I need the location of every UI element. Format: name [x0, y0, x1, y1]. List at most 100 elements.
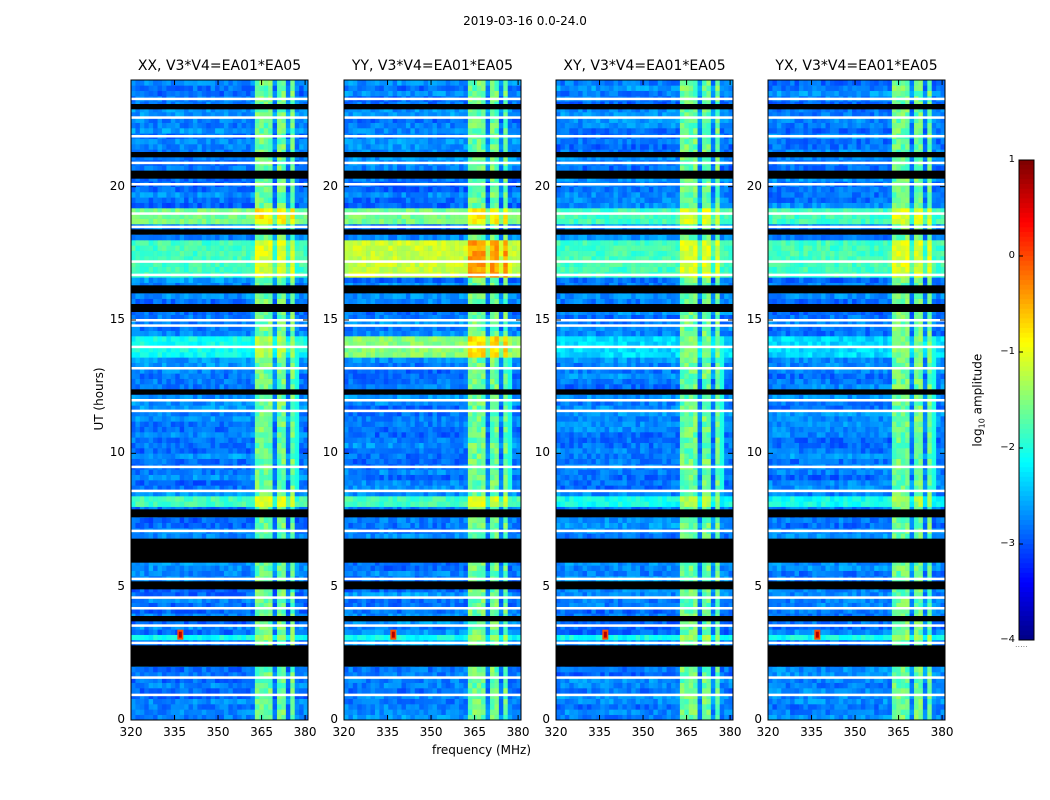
- heatmap-cell: [202, 384, 207, 390]
- data-gap: [131, 274, 308, 277]
- heatmap-cell: [273, 144, 278, 150]
- heatmap-cell: [512, 715, 517, 721]
- heatmap-cell: [193, 91, 198, 97]
- heatmap-cell: [140, 91, 145, 97]
- heatmap-cell: [393, 699, 398, 705]
- heatmap-cell: [233, 187, 238, 193]
- heatmap-cell: [162, 384, 167, 390]
- flagged-band: [131, 285, 308, 293]
- heatmap-cell: [135, 453, 140, 459]
- heatmap-cell: [202, 267, 207, 273]
- heatmap-cell: [268, 165, 273, 171]
- heatmap-cell: [250, 123, 255, 129]
- heatmap-cell: [131, 475, 136, 481]
- heatmap-cell: [273, 496, 278, 502]
- heatmap-cell: [153, 267, 158, 273]
- heatmap-cell: [189, 571, 194, 577]
- heatmap-cell: [233, 123, 238, 129]
- heatmap-cell: [264, 267, 269, 273]
- heatmap-cell: [131, 267, 136, 273]
- heatmap-cell: [299, 85, 304, 91]
- heatmap-cell: [295, 709, 300, 715]
- heatmap-cell: [384, 699, 389, 705]
- heatmap-cell: [180, 91, 185, 97]
- heatmap-cell: [490, 704, 495, 710]
- heatmap-cell: [211, 709, 216, 715]
- heatmap-cell: [286, 523, 291, 529]
- heatmap-cell: [211, 85, 216, 91]
- heatmap-cell: [153, 123, 158, 129]
- heatmap-cell: [206, 715, 211, 721]
- heatmap-cell: [277, 165, 282, 171]
- heatmap-cell: [158, 336, 163, 342]
- heatmap-cell: [158, 523, 163, 529]
- heatmap-cell: [211, 715, 216, 721]
- heatmap-cell: [197, 139, 202, 145]
- heatmap-cell: [206, 197, 211, 203]
- heatmap-cell: [224, 453, 229, 459]
- heatmap-cell: [175, 571, 180, 577]
- heatmap-cell: [149, 219, 154, 225]
- heatmap-cell: [237, 709, 242, 715]
- heatmap-cell: [135, 699, 140, 705]
- heatmap-cell: [197, 240, 202, 246]
- heatmap-cell: [268, 331, 273, 337]
- heatmap-cell: [242, 565, 247, 571]
- heatmap-cell: [140, 523, 145, 529]
- heatmap-cell: [246, 267, 251, 273]
- heatmap-cell: [220, 704, 225, 710]
- heatmap-cell: [228, 144, 233, 150]
- heatmap-cell: [242, 469, 247, 475]
- heatmap-cell: [242, 421, 247, 427]
- heatmap-cell: [149, 139, 154, 145]
- heatmap-cell: [268, 453, 273, 459]
- heatmap-cell: [259, 565, 264, 571]
- heatmap-cell: [268, 245, 273, 251]
- heatmap-cell: [237, 629, 242, 635]
- heatmap-cell: [180, 501, 185, 507]
- heatmap-cell: [273, 240, 278, 246]
- heatmap-cell: [295, 267, 300, 273]
- heatmap-cell: [211, 533, 216, 539]
- heatmap-cell: [250, 437, 255, 443]
- data-gap: [131, 694, 308, 697]
- heatmap-cell: [197, 85, 202, 91]
- heatmap-cell: [166, 293, 171, 299]
- heatmap-cell: [290, 469, 295, 475]
- heatmap-cell: [197, 187, 202, 193]
- heatmap-cell: [149, 571, 154, 577]
- heatmap-cell: [379, 699, 384, 705]
- heatmap-cell: [512, 709, 517, 715]
- heatmap-cell: [211, 459, 216, 465]
- heatmap-cell: [189, 688, 194, 694]
- heatmap-cell: [237, 85, 242, 91]
- heatmap-cell: [246, 80, 251, 86]
- heatmap-cell: [175, 683, 180, 689]
- data-gap: [131, 212, 308, 215]
- heatmap-cell: [189, 123, 194, 129]
- heatmap-cell: [158, 453, 163, 459]
- heatmap-cell: [290, 475, 295, 481]
- heatmap-cell: [242, 667, 247, 673]
- heatmap-cell: [246, 459, 251, 465]
- heatmap-cell: [281, 293, 286, 299]
- heatmap-cell: [184, 245, 189, 251]
- heatmap-cell: [255, 357, 260, 363]
- heatmap-cell: [211, 299, 216, 305]
- heatmap-cell: [228, 128, 233, 134]
- heatmap-cell: [233, 293, 238, 299]
- heatmap-cell: [175, 267, 180, 273]
- heatmap-cell: [273, 384, 278, 390]
- heatmap-cell: [193, 427, 198, 433]
- heatmap-cell: [264, 443, 269, 449]
- heatmap-cell: [463, 715, 468, 721]
- heatmap-cell: [299, 533, 304, 539]
- heatmap-cell: [259, 123, 264, 129]
- heatmap-cell: [140, 379, 145, 385]
- heatmap-cell: [299, 379, 304, 385]
- heatmap-cell: [189, 235, 194, 241]
- heatmap-cell: [171, 91, 176, 97]
- heatmap-cell: [162, 443, 167, 449]
- heatmap-cell: [388, 704, 393, 710]
- data-gap: [131, 135, 308, 138]
